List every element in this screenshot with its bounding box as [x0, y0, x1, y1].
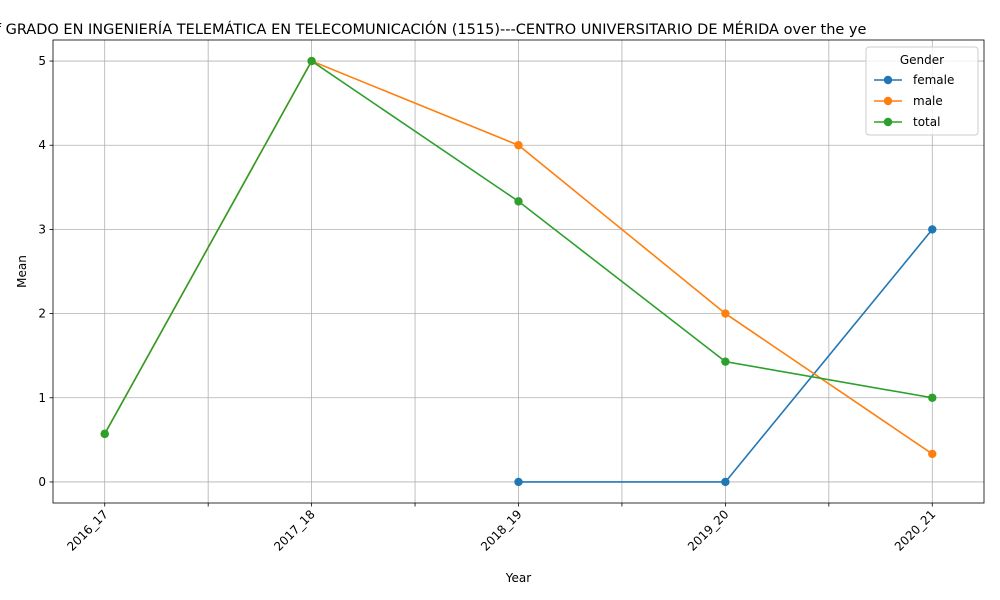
- x-tick-label: 2016_17: [64, 507, 111, 554]
- y-tick-label: 3: [38, 222, 46, 236]
- data-point-female: [514, 477, 523, 487]
- y-tick-label: 0: [38, 475, 46, 489]
- data-point-male: [514, 141, 523, 150]
- x-tick-label: 2018_19: [478, 507, 525, 554]
- y-tick-label: 4: [38, 138, 46, 152]
- legend-swatch-marker: [883, 96, 893, 106]
- data-point-total: [721, 357, 730, 366]
- chart-title: of GRADO EN INGENIERÍA TELEMÁTICA EN TEL…: [0, 20, 867, 38]
- y-tick-label: 2: [38, 307, 46, 321]
- x-tick-label: 2019_20: [685, 507, 732, 554]
- legend-swatch-marker: [883, 117, 893, 127]
- legend-box: [865, 46, 979, 136]
- series-total: [100, 56, 937, 439]
- data-point-total: [307, 56, 316, 66]
- legend-title: Gender: [900, 53, 944, 67]
- x-axis-label: Year: [505, 571, 531, 585]
- series-female: [514, 225, 937, 487]
- data-point-total: [928, 393, 937, 402]
- y-tick-label: 5: [38, 54, 46, 68]
- y-tick-label: 1: [38, 391, 46, 405]
- data-point-male: [928, 449, 937, 459]
- data-point-total: [514, 197, 523, 206]
- legend-entry-male: male: [913, 94, 943, 108]
- legend-entry-total: total: [913, 115, 940, 129]
- series: [100, 56, 937, 487]
- y-axis-ticks: 0 1 2 3 4 5: [38, 54, 53, 489]
- data-point-total: [100, 429, 109, 439]
- grid: [53, 40, 984, 503]
- x-axis-ticks: 2016_17 2017_18 2018_19 2019_20 2020_21: [64, 503, 938, 554]
- legend-swatch-marker: [883, 75, 893, 85]
- data-point-female: [721, 477, 730, 487]
- legend: Gender female male total: [865, 46, 979, 136]
- legend-entry-female: female: [913, 73, 954, 87]
- data-point-female: [928, 225, 937, 234]
- y-axis-label: Mean: [15, 255, 29, 288]
- data-point-male: [721, 309, 730, 318]
- x-tick-label: 2017_18: [271, 507, 318, 554]
- x-tick-label: 2020_21: [892, 507, 939, 554]
